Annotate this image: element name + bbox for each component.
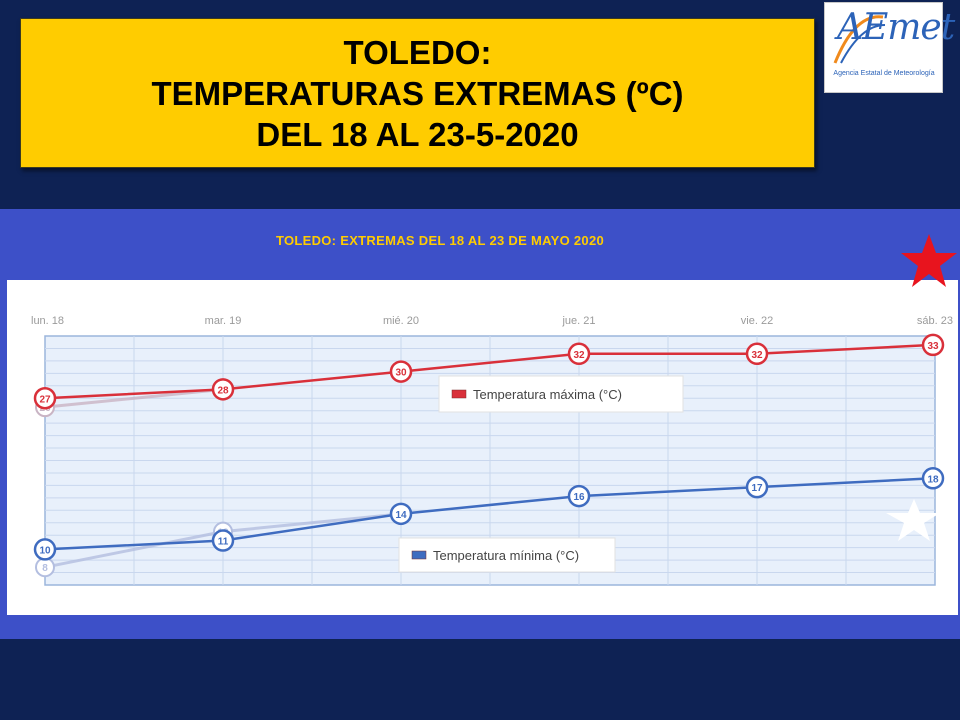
legend-swatch bbox=[451, 389, 467, 399]
data-label: 17 bbox=[751, 483, 763, 494]
data-point bbox=[389, 360, 413, 383]
legend-label: Temperatura máxima (°C) bbox=[473, 387, 622, 402]
data-point bbox=[389, 502, 413, 526]
series-line bbox=[44, 343, 934, 400]
data-label: 33 bbox=[927, 341, 939, 352]
data-label: 11 bbox=[218, 537, 229, 548]
series-line bbox=[44, 477, 934, 551]
red-star-icon bbox=[901, 234, 957, 287]
title-line-1: TOLEDO: bbox=[343, 33, 492, 71]
data-point bbox=[745, 342, 769, 366]
faded-series-line bbox=[44, 387, 224, 409]
data-point bbox=[33, 538, 57, 561]
x-tick-label: mar. 19 bbox=[205, 315, 242, 327]
x-tick-label: mié. 20 bbox=[383, 315, 419, 327]
data-label: 27 bbox=[39, 394, 51, 405]
data-point bbox=[33, 387, 57, 410]
x-tick-label: vie. 22 bbox=[741, 315, 773, 327]
data-point bbox=[567, 484, 591, 508]
chart-panel: lun. 18 mar. 19 mié. 20 jue. 21 vie. 22 sáb. … bbox=[7, 280, 958, 615]
line-chart: lun. 18 mar. 19 mié. 20 jue. 21 vie. 22 sáb. … bbox=[31, 315, 953, 586]
faded-data-label: 8 bbox=[42, 563, 48, 574]
data-point bbox=[921, 467, 945, 490]
data-point bbox=[211, 378, 235, 401]
data-label: 10 bbox=[39, 545, 51, 556]
data-point bbox=[567, 342, 591, 366]
x-tick-label: lun. 18 bbox=[31, 315, 64, 327]
chart-frame: TOLEDO: EXTREMAS DEL 18 AL 23 DE MAYO 20… bbox=[0, 209, 960, 639]
white-star-icon bbox=[886, 499, 954, 541]
legend-box bbox=[398, 537, 616, 573]
legend-label: Temperatura mínima (°C) bbox=[433, 548, 579, 563]
aemet-logo-swoosh bbox=[833, 15, 886, 64]
data-label: 32 bbox=[573, 350, 585, 361]
title-box: TOLEDO: TEMPERATURAS EXTREMAS (ºC) DEL 1… bbox=[20, 18, 815, 168]
aemet-logo: AEmet Agencia Estatal de Meteorología bbox=[824, 2, 955, 93]
data-label: 14 bbox=[395, 510, 407, 521]
data-label: 30 bbox=[395, 368, 407, 379]
data-label: 16 bbox=[573, 492, 585, 503]
data-point bbox=[745, 475, 769, 499]
x-tick-label: sáb. 23 bbox=[917, 315, 953, 327]
legend-box bbox=[438, 375, 684, 413]
data-point bbox=[921, 333, 945, 357]
title-line-3: DEL 18 AL 23-5-2020 bbox=[256, 115, 579, 153]
chart-title: TOLEDO: EXTREMAS DEL 18 AL 23 DE MAYO 20… bbox=[275, 233, 605, 248]
data-point bbox=[211, 529, 235, 552]
title-line-2: TEMPERATURAS EXTREMAS (ºC) bbox=[151, 74, 684, 112]
x-tick-label: jue. 21 bbox=[561, 315, 595, 327]
data-label: 32 bbox=[751, 350, 763, 361]
logo-word: AEmet bbox=[837, 7, 955, 48]
data-label: 28 bbox=[217, 385, 229, 396]
legend-swatch bbox=[411, 550, 427, 560]
logo-caption: Agencia Estatal de Meteorología bbox=[833, 70, 935, 77]
data-label: 18 bbox=[927, 474, 939, 485]
